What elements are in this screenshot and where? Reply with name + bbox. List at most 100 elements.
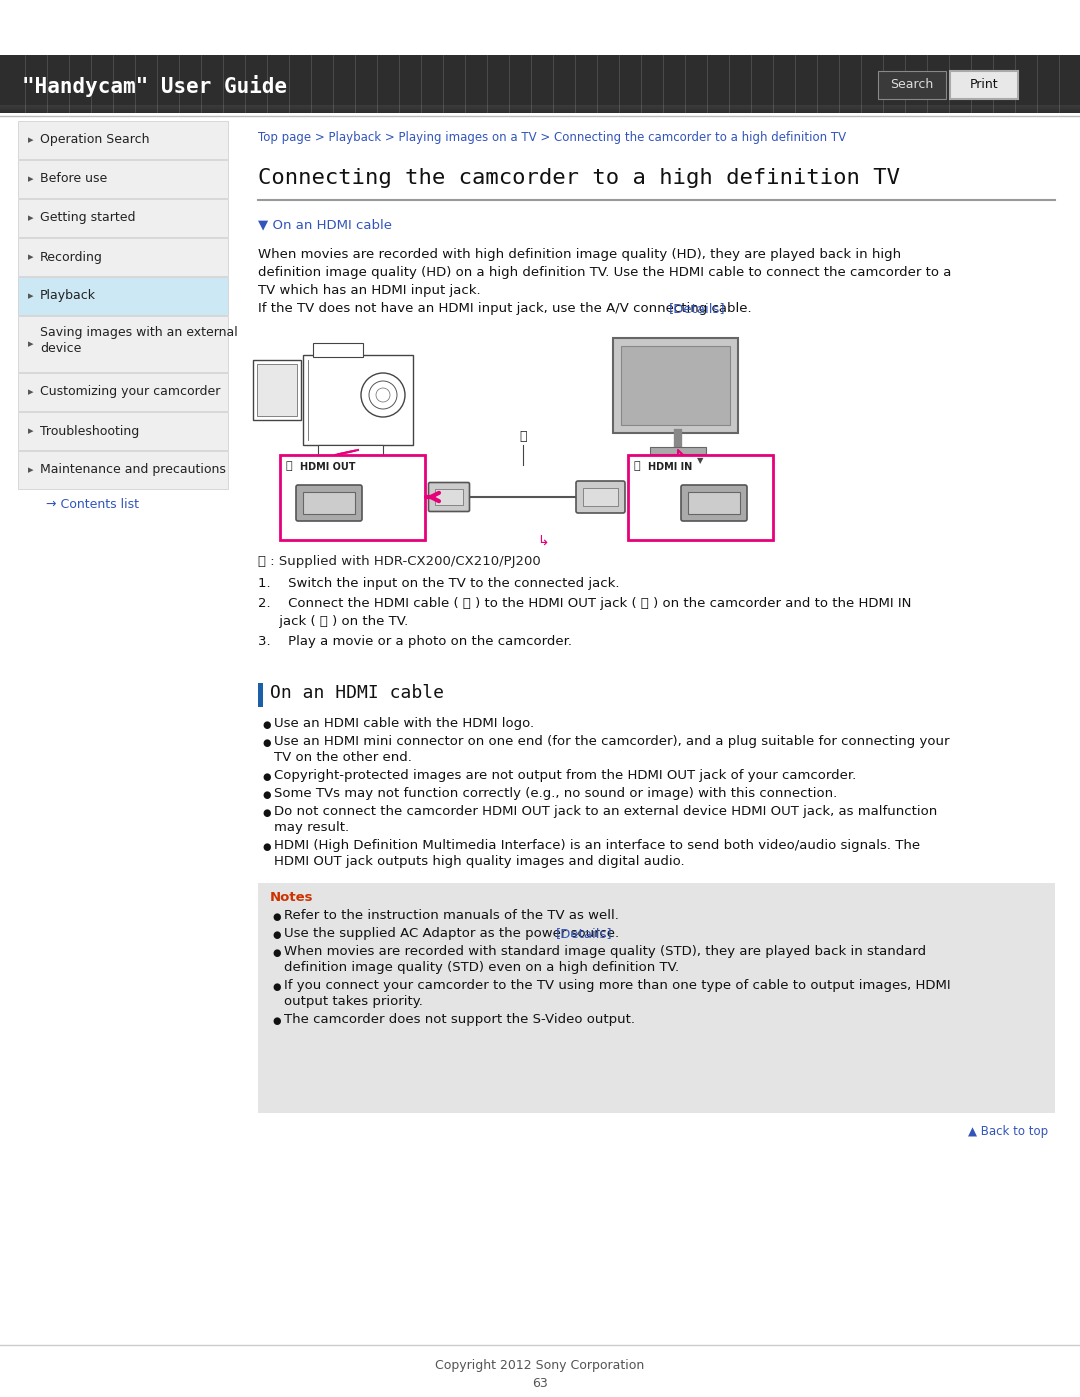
Text: Recording: Recording	[40, 250, 103, 264]
Bar	[650, 447, 706, 454]
Text: ●: ●	[262, 789, 270, 800]
Text: ▸: ▸	[28, 465, 33, 475]
Text: Print: Print	[970, 78, 998, 91]
Bar	[18, 237, 228, 277]
Bar	[303, 492, 355, 514]
Bar	[688, 492, 740, 514]
Text: ▸: ▸	[28, 136, 33, 145]
Text: If the TV does not have an HDMI input jack, use the A/V connecting cable.: If the TV does not have an HDMI input ja…	[258, 302, 756, 314]
Text: Playback: Playback	[40, 289, 96, 303]
Bar	[613, 338, 738, 433]
Text: "Handycam" User Guide: "Handycam" User Guide	[22, 75, 287, 96]
Bar	[950, 71, 1018, 99]
Bar	[621, 346, 730, 425]
Text: ▸: ▸	[28, 426, 33, 436]
Bar	[18, 122, 228, 159]
Text: Connecting the camcorder to a high definition TV: Connecting the camcorder to a high defin…	[258, 168, 900, 189]
Text: 3.  Play a movie or a photo on the camcorder.: 3. Play a movie or a photo on the camcor…	[258, 636, 572, 648]
Bar	[18, 198, 228, 237]
Text: 1.  Switch the input on the TV to the connected jack.: 1. Switch the input on the TV to the con…	[258, 577, 620, 590]
Bar	[313, 344, 363, 358]
Text: ▸: ▸	[28, 212, 33, 224]
Text: definition image quality (STD) even on a high definition TV.: definition image quality (STD) even on a…	[284, 961, 679, 974]
FancyBboxPatch shape	[681, 485, 747, 521]
Text: On an HDMI cable: On an HDMI cable	[270, 685, 444, 703]
Text: Operation Search: Operation Search	[40, 134, 149, 147]
Text: definition image quality (HD) on a high definition TV. Use the HDMI cable to con: definition image quality (HD) on a high …	[258, 265, 951, 279]
Text: Use the supplied AC Adaptor as the power source.: Use the supplied AC Adaptor as the power…	[284, 928, 623, 940]
Text: may result.: may result.	[274, 821, 349, 834]
Text: [Details]: [Details]	[556, 928, 612, 940]
Text: When movies are recorded with standard image quality (STD), they are played back: When movies are recorded with standard i…	[284, 944, 927, 958]
Text: ●: ●	[262, 807, 270, 819]
Text: ●: ●	[272, 949, 281, 958]
Text: device: device	[40, 342, 81, 355]
Text: TV on the other end.: TV on the other end.	[274, 752, 411, 764]
Text: ⓘ : Supplied with HDR-CX200/CX210/PJ200: ⓘ : Supplied with HDR-CX200/CX210/PJ200	[258, 555, 541, 569]
Text: ▸: ▸	[28, 251, 33, 263]
Bar	[18, 316, 228, 372]
Text: ●: ●	[262, 842, 270, 852]
Text: output takes priority.: output takes priority.	[284, 995, 423, 1009]
Text: HDMI IN: HDMI IN	[648, 462, 692, 472]
Text: Saving images with an external: Saving images with an external	[40, 326, 238, 339]
Text: → Contents list: → Contents list	[46, 497, 139, 510]
Text: 63: 63	[532, 1377, 548, 1390]
Text: Some TVs may not function correctly (e.g., no sound or image) with this connecti: Some TVs may not function correctly (e.g…	[274, 787, 837, 800]
Text: Do not connect the camcorder HDMI OUT jack to an external device HDMI OUT jack, : Do not connect the camcorder HDMI OUT ja…	[274, 805, 937, 819]
Text: Troubleshooting: Troubleshooting	[40, 425, 139, 437]
Text: ▸: ▸	[28, 175, 33, 184]
Text: [Details]: [Details]	[669, 302, 726, 314]
Bar	[318, 446, 383, 462]
FancyBboxPatch shape	[429, 482, 470, 511]
FancyBboxPatch shape	[576, 481, 625, 513]
Bar	[257, 365, 297, 416]
Text: Search: Search	[890, 78, 933, 91]
Text: 2.  Connect the HDMI cable ( ⓘ ) to the HDMI OUT jack ( ⓙ ) on the camcorder and: 2. Connect the HDMI cable ( ⓘ ) to the H…	[258, 597, 912, 610]
Text: Customizing your camcorder: Customizing your camcorder	[40, 386, 220, 398]
Bar	[280, 455, 426, 541]
Text: TV which has an HDMI input jack.: TV which has an HDMI input jack.	[258, 284, 481, 298]
Bar	[18, 451, 228, 489]
Bar	[303, 355, 413, 446]
Bar	[435, 489, 463, 504]
Bar	[18, 277, 228, 314]
Text: ↳: ↳	[537, 535, 549, 549]
Bar	[627, 455, 773, 541]
Text: HDMI (High Definition Multimedia Interface) is an interface to send both video/a: HDMI (High Definition Multimedia Interfa…	[274, 840, 920, 852]
Bar	[258, 683, 264, 707]
Text: Getting started: Getting started	[40, 211, 135, 225]
Text: Maintenance and precautions: Maintenance and precautions	[40, 464, 226, 476]
Text: Before use: Before use	[40, 172, 107, 186]
Text: ▼ On an HDMI cable: ▼ On an HDMI cable	[258, 218, 392, 231]
FancyBboxPatch shape	[296, 485, 362, 521]
Bar	[18, 412, 228, 450]
Text: ▸: ▸	[28, 387, 33, 397]
Text: Top page > Playback > Playing images on a TV > Connecting the camcorder to a hig: Top page > Playback > Playing images on …	[258, 131, 846, 144]
Text: If you connect your camcorder to the TV using more than one type of cable to out: If you connect your camcorder to the TV …	[284, 979, 950, 992]
Text: ●: ●	[272, 930, 281, 940]
Text: The camcorder does not support the S-Video output.: The camcorder does not support the S-Vid…	[284, 1013, 635, 1025]
Bar	[878, 71, 946, 99]
Text: ●: ●	[272, 912, 281, 922]
Text: ⓚ: ⓚ	[634, 461, 640, 471]
Text: ●: ●	[272, 982, 281, 992]
Text: ⓘ: ⓘ	[519, 430, 527, 443]
Text: Copyright-protected images are not output from the HDMI OUT jack of your camcord: Copyright-protected images are not outpu…	[274, 768, 856, 782]
Text: HDMI OUT: HDMI OUT	[300, 462, 355, 472]
Text: When movies are recorded with high definition image quality (HD), they are playe: When movies are recorded with high defin…	[258, 249, 901, 261]
Text: HDMI OUT jack outputs high quality images and digital audio.: HDMI OUT jack outputs high quality image…	[274, 855, 685, 868]
Text: Refer to the instruction manuals of the TV as well.: Refer to the instruction manuals of the …	[284, 909, 619, 922]
Text: ●: ●	[262, 719, 270, 731]
Text: ▼: ▼	[697, 455, 703, 465]
Text: ▸: ▸	[28, 291, 33, 300]
Bar	[258, 883, 1055, 1113]
Bar	[18, 373, 228, 411]
Text: jack ( ⓚ ) on the TV.: jack ( ⓚ ) on the TV.	[258, 615, 408, 629]
Text: ▲ Back to top: ▲ Back to top	[968, 1125, 1048, 1139]
Text: Use an HDMI mini connector on one end (for the camcorder), and a plug suitable f: Use an HDMI mini connector on one end (f…	[274, 735, 949, 747]
Text: ●: ●	[272, 1016, 281, 1025]
Text: ●: ●	[262, 773, 270, 782]
Text: ⓙ: ⓙ	[286, 461, 293, 471]
Text: ▸: ▸	[28, 339, 33, 349]
